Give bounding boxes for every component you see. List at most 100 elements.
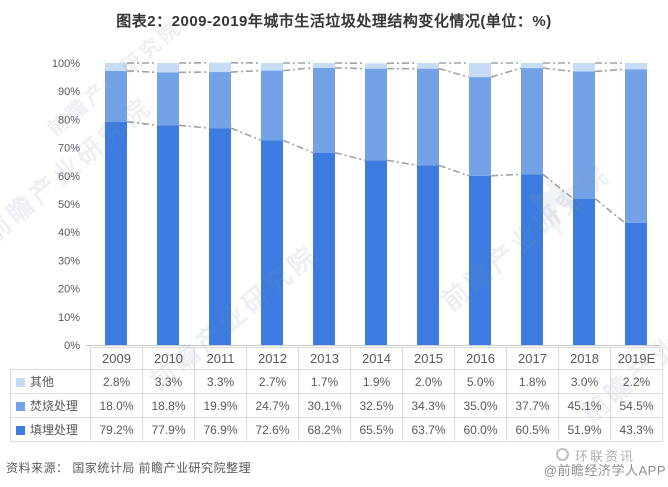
table-value-cell: 1.8% xyxy=(506,369,559,394)
bar-segment-其他 xyxy=(209,62,231,73)
bar-segment-焚烧处理 xyxy=(313,67,335,153)
series-line-焚烧处理 xyxy=(126,70,158,74)
bar-segment-其他 xyxy=(261,63,283,71)
y-axis-tick-label: 90% xyxy=(58,86,80,98)
table-value-cell: 18.0% xyxy=(90,393,143,418)
table-value-cell: 2.8% xyxy=(90,369,143,394)
bar-segment-填埋处理 xyxy=(469,175,491,345)
bar-segment-其他 xyxy=(365,63,387,69)
table-value-cell: 30.1% xyxy=(298,393,351,418)
y-axis-tick-label: 80% xyxy=(58,114,80,126)
series-line-焚烧处理 xyxy=(594,68,626,73)
series-line-焚烧处理 xyxy=(230,69,262,73)
series-line-填埋处理 xyxy=(282,139,314,154)
legend-label: 其他 xyxy=(30,375,55,389)
table-value-cell: 18.8% xyxy=(142,393,195,418)
y-axis-tick-label: 60% xyxy=(58,171,80,183)
table-year-header: 2013 xyxy=(298,347,351,370)
table-value-cell: 76.9% xyxy=(194,417,247,442)
bar-segment-焚烧处理 xyxy=(573,71,595,199)
series-line-填埋处理 xyxy=(334,151,366,162)
source-note: 资料来源： 国家统计局 前瞻产业研究院整理 xyxy=(6,461,252,475)
legend-cell-焚烧处理: 焚烧处理 xyxy=(10,393,91,418)
table-year-header: 2010 xyxy=(142,347,195,370)
table-year-header: 2011 xyxy=(194,347,247,370)
table-value-cell: 2.0% xyxy=(402,369,455,394)
series-line-焚烧处理 xyxy=(542,67,574,73)
bar-segment-填埋处理 xyxy=(157,125,179,346)
table-value-cell: 79.2% xyxy=(90,417,143,442)
table-value-cell: 2.7% xyxy=(246,369,299,394)
table-value-cell: 1.9% xyxy=(350,369,403,394)
series-line-填埋处理 xyxy=(230,127,262,142)
bar-segment-其他 xyxy=(521,63,543,69)
series-line-填埋处理 xyxy=(490,173,522,177)
bar-segment-填埋处理 xyxy=(521,174,543,345)
bar-segment-焚烧处理 xyxy=(417,68,439,166)
series-line-填埋处理 xyxy=(594,198,626,224)
table-value-cell: 77.9% xyxy=(142,417,195,442)
table-value-cell: 1.7% xyxy=(298,369,351,394)
table-value-cell: 43.3% xyxy=(610,417,663,442)
credit-label: @前瞻经济学人APP xyxy=(543,463,666,478)
series-line-填埋处理 xyxy=(178,124,210,129)
table-value-cell: 68.2% xyxy=(298,417,351,442)
bar-segment-填埋处理 xyxy=(365,160,387,345)
table-value-cell: 32.5% xyxy=(350,393,403,418)
table-value-cell: 60.0% xyxy=(454,417,507,442)
series-line-焚烧处理 xyxy=(438,67,470,78)
bar-segment-其他 xyxy=(157,63,179,73)
bar-segment-其他 xyxy=(469,63,491,78)
y-axis-tick-label: 10% xyxy=(58,312,80,324)
legend-swatch-icon xyxy=(16,426,25,435)
series-line-填埋处理 xyxy=(386,159,418,167)
table-value-cell: 19.9% xyxy=(194,393,247,418)
table-year-header: 2009 xyxy=(90,347,143,370)
y-axis-tick-label: 20% xyxy=(58,284,80,296)
table-value-cell: 72.6% xyxy=(246,417,299,442)
news-logo-icon xyxy=(556,448,569,461)
table-year-header: 2012 xyxy=(246,347,299,370)
bar-segment-其他 xyxy=(417,63,439,69)
legend-cell-填埋处理: 填埋处理 xyxy=(10,417,91,442)
series-line-焚烧处理 xyxy=(490,67,522,78)
table-value-cell: 51.9% xyxy=(558,417,611,442)
series-line-填埋处理 xyxy=(126,120,158,127)
bar-segment-其他 xyxy=(313,63,335,68)
table-year-header: 2017 xyxy=(506,347,559,370)
bar-segment-填埋处理 xyxy=(209,128,231,345)
bar-segment-焚烧处理 xyxy=(365,68,387,161)
table-value-cell: 35.0% xyxy=(454,393,507,418)
bar-segment-焚烧处理 xyxy=(209,72,231,129)
table-value-cell: 45.1% xyxy=(558,393,611,418)
legend-cell-其他: 其他 xyxy=(10,369,91,394)
table-value-cell: 65.5% xyxy=(350,417,403,442)
table-value-cell: 24.7% xyxy=(246,393,299,418)
table-value-cell: 3.0% xyxy=(558,369,611,394)
y-axis-tick-label: 50% xyxy=(58,199,80,211)
bar-segment-填埋处理 xyxy=(313,152,335,345)
bar-segment-焚烧处理 xyxy=(157,72,179,126)
series-line-填埋处理 xyxy=(438,164,470,177)
bar-segment-焚烧处理 xyxy=(625,69,647,223)
table-row: 焚烧处理 18.0% 18.8% 19.9% 24.7% 30.1% 32.5% 34.3% 3… xyxy=(10,393,663,418)
table-value-cell: 37.7% xyxy=(506,393,559,418)
series-line-填埋处理 xyxy=(542,173,574,200)
y-axis-tick-label: 30% xyxy=(58,255,80,267)
bar-segment-其他 xyxy=(573,63,595,72)
watermark-logo xyxy=(528,166,584,238)
table-year-header: 2015 xyxy=(402,347,455,370)
page-title: 图表2：2009-2019年城市生活垃圾处理结构变化情况(单位：%) xyxy=(116,13,552,30)
y-axis-tick-label: 100% xyxy=(52,58,80,70)
bar-segment-焚烧处理 xyxy=(521,68,543,175)
table-year-header: 2014 xyxy=(350,347,403,370)
table-year-header: 2019E xyxy=(610,347,663,370)
bar-segment-其他 xyxy=(105,63,127,71)
table-corner xyxy=(11,348,91,370)
series-line-焚烧处理 xyxy=(282,66,314,72)
legend-label: 填埋处理 xyxy=(30,423,79,437)
series-line-焚烧处理 xyxy=(334,66,366,70)
y-axis-tick-label: 70% xyxy=(58,143,80,155)
bar-segment-填埋处理 xyxy=(573,198,595,345)
y-axis-tick-label: 0% xyxy=(64,340,80,352)
